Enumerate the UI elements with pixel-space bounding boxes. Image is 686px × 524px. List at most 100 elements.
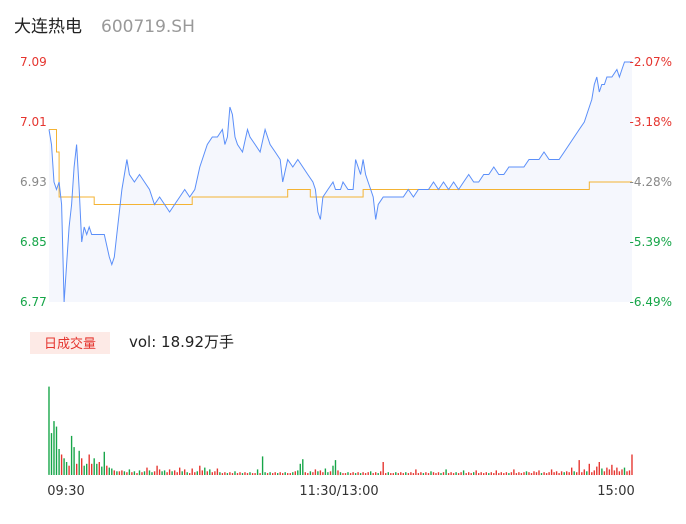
volume-bar bbox=[158, 469, 161, 475]
volume-bar bbox=[593, 470, 595, 476]
volume-bar bbox=[608, 469, 611, 475]
volume-bar bbox=[327, 472, 329, 475]
volume-bar bbox=[141, 472, 143, 475]
y-tick-right: -5.39% bbox=[630, 235, 672, 249]
volume-bar bbox=[209, 469, 211, 475]
volume-bar bbox=[354, 473, 357, 475]
volume-bar bbox=[518, 472, 520, 475]
volume-bar bbox=[184, 469, 186, 475]
volume-bar bbox=[58, 449, 60, 475]
volume-bar bbox=[334, 460, 337, 475]
y-tick-left: 7.01 bbox=[20, 115, 47, 129]
volume-bar bbox=[520, 473, 523, 475]
volume-bar bbox=[151, 472, 153, 475]
x-tick-label: 15:00 bbox=[597, 484, 634, 499]
volume-bar bbox=[412, 473, 415, 475]
volume-bar bbox=[171, 471, 173, 475]
volume-bar bbox=[402, 473, 404, 475]
volume-bar bbox=[500, 472, 502, 475]
volume-bar bbox=[264, 472, 266, 475]
x-tick-label: 11:30/13:00 bbox=[299, 484, 378, 499]
volume-bar bbox=[196, 471, 198, 475]
volume-bar bbox=[244, 472, 246, 475]
volume-bar bbox=[113, 470, 115, 476]
y-tick-right: -4.28% bbox=[630, 175, 672, 189]
volume-bar bbox=[503, 473, 505, 475]
volume-bar bbox=[342, 473, 344, 475]
x-tick-label: 09:30 bbox=[47, 484, 84, 499]
volume-bar bbox=[234, 471, 236, 475]
volume-bar bbox=[70, 435, 73, 475]
volume-bar bbox=[555, 471, 558, 475]
volume-bar bbox=[455, 472, 457, 475]
volume-bar bbox=[395, 472, 397, 475]
volume-bar bbox=[385, 473, 387, 475]
volume-bar bbox=[611, 464, 613, 475]
volume-bar bbox=[332, 465, 334, 475]
volume-bar bbox=[473, 472, 475, 475]
volume-bar bbox=[123, 471, 126, 475]
volume-bar bbox=[370, 471, 372, 475]
volume-bar bbox=[186, 472, 188, 475]
volume-bar bbox=[128, 469, 131, 475]
volume-bar bbox=[329, 471, 332, 475]
volume-bar bbox=[148, 470, 151, 476]
volume-bar bbox=[91, 463, 93, 475]
volume-bar bbox=[603, 471, 606, 475]
volume-bar bbox=[221, 473, 224, 475]
volume-bar bbox=[578, 460, 580, 475]
volume-bar bbox=[78, 450, 80, 475]
volume-bar bbox=[259, 473, 261, 475]
volume-bar bbox=[241, 473, 244, 475]
volume-bar bbox=[571, 467, 573, 475]
volume-bar bbox=[548, 472, 550, 475]
y-axis-left: 7.09 7.01 6.93 6.85 6.77 bbox=[20, 55, 47, 309]
volume-bar bbox=[251, 473, 254, 475]
volume-bar bbox=[422, 473, 425, 475]
volume-bar bbox=[261, 456, 264, 475]
stock-code: 600719.SH bbox=[101, 17, 195, 37]
volume-bar bbox=[189, 473, 191, 475]
volume-bar bbox=[362, 472, 364, 475]
volume-bar bbox=[618, 471, 621, 475]
volume-bar bbox=[103, 451, 105, 476]
volume-bar bbox=[626, 471, 628, 475]
stock-name: 大连热电 bbox=[14, 17, 82, 37]
volume-tag: 日成交量 bbox=[44, 336, 96, 352]
volume-bar bbox=[573, 471, 575, 475]
volume-bar bbox=[387, 472, 389, 475]
volume-bar bbox=[269, 472, 271, 475]
y-tick-right: -2.07% bbox=[630, 55, 672, 69]
volume-bar bbox=[540, 473, 543, 475]
volume-bar bbox=[545, 473, 548, 475]
volume-bar bbox=[510, 472, 513, 475]
volume-bar bbox=[598, 462, 600, 475]
volume-bar bbox=[488, 473, 490, 475]
volume-bar bbox=[493, 473, 495, 475]
volume-bar bbox=[530, 473, 533, 475]
volume-bar bbox=[88, 454, 90, 475]
volume-bar bbox=[68, 465, 70, 475]
volume-bar bbox=[314, 469, 317, 475]
volume-bar bbox=[347, 472, 349, 475]
volume-bar bbox=[344, 473, 347, 475]
volume-bar bbox=[606, 467, 608, 475]
volume-bar bbox=[495, 470, 497, 476]
volume-bar bbox=[588, 463, 590, 475]
y-tick-left: 6.85 bbox=[20, 235, 47, 249]
volume-bar bbox=[83, 465, 85, 475]
volume-bar bbox=[131, 472, 133, 475]
volume-bar bbox=[236, 473, 239, 475]
volume-bar bbox=[457, 473, 460, 475]
average-price-line bbox=[49, 129, 632, 205]
volume-bar bbox=[566, 471, 568, 475]
volume-bar bbox=[523, 472, 525, 475]
volume-bar bbox=[214, 471, 216, 475]
volume-bar bbox=[256, 469, 259, 475]
volume-bar bbox=[591, 472, 593, 475]
volume-bar bbox=[392, 473, 394, 475]
volume-bar bbox=[50, 433, 53, 475]
volume-bar bbox=[583, 469, 585, 475]
volume-bar bbox=[628, 470, 631, 476]
volume-bar bbox=[111, 468, 113, 475]
